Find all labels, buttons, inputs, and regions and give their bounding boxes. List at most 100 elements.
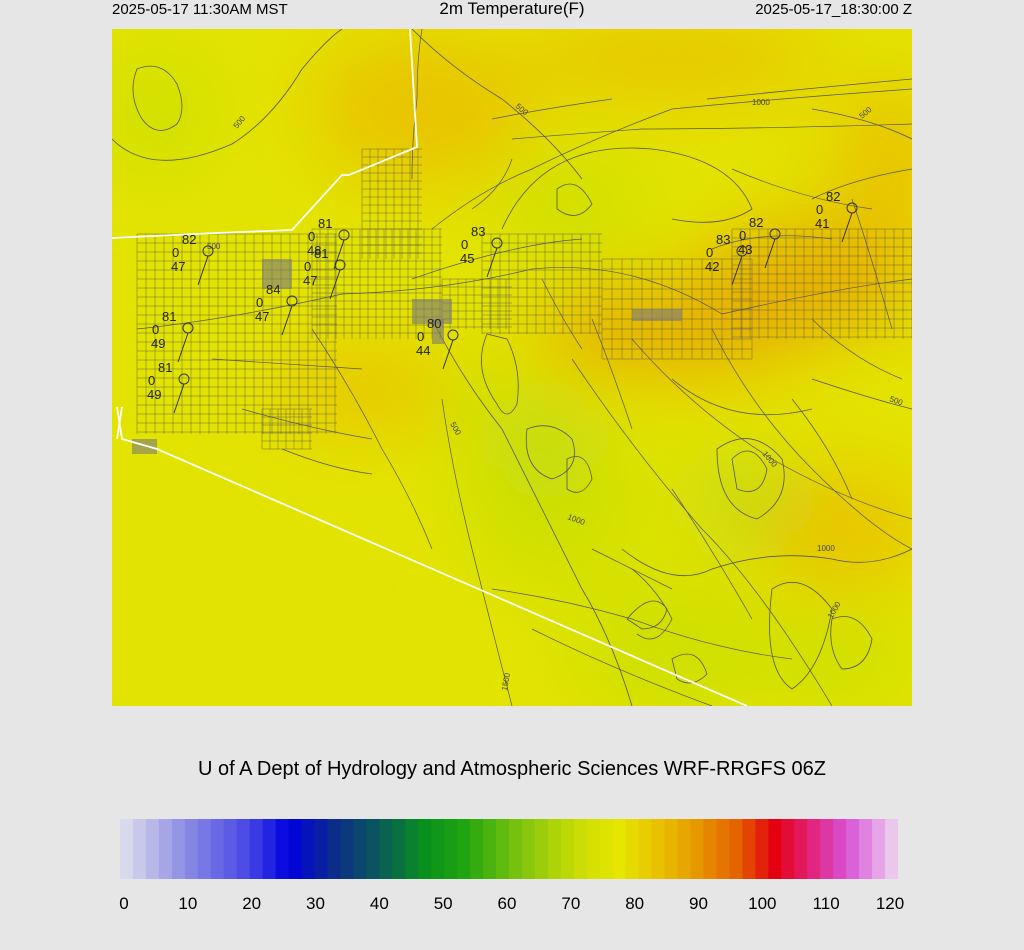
station-wind: 0 [308, 229, 315, 244]
station-temp: 81 [158, 360, 172, 375]
colorbar-cell [521, 819, 536, 879]
station-plots: 8204781048810478404781049810498004483045… [147, 189, 858, 414]
colorbar-cell [171, 819, 186, 879]
colorbar-cell [197, 819, 212, 879]
station-dewpoint: 49 [147, 387, 161, 402]
wind-barb [333, 239, 345, 270]
station-dewpoint: 48 [307, 243, 321, 258]
colorbar-cell [638, 819, 653, 879]
colorbar-cell [145, 819, 160, 879]
street-grid [136, 233, 337, 434]
colorbar-cell [120, 819, 134, 879]
colorbar-cell [496, 819, 510, 879]
elevation-contours [112, 29, 912, 706]
colorbar-cell [470, 819, 484, 879]
urban-area [132, 439, 157, 454]
colorbar-tick-label: 80 [625, 894, 645, 913]
colorbar-cell [599, 819, 614, 879]
colorbar-tick-label: 60 [497, 894, 517, 913]
colorbar-cell [275, 819, 290, 879]
colorbar-cell [859, 819, 873, 879]
colorbar-cell [314, 819, 329, 879]
street-grid [731, 228, 912, 339]
colorbar-cell [509, 819, 523, 879]
urban-area [432, 319, 444, 344]
elevation-label: 500 [207, 242, 221, 251]
map-title: 2m Temperature(F) [439, 0, 585, 18]
wind-barb [442, 339, 454, 370]
colorbar-cell [612, 819, 627, 879]
colorbar-cell [703, 819, 718, 879]
station-temp: 82 [749, 215, 763, 230]
colorbar-cell [132, 819, 147, 879]
utc-time: 2025-05-17_18:30:00 Z [755, 1, 912, 18]
colorbar-tick-label: 20 [242, 894, 262, 913]
station-temp: 80 [427, 316, 441, 331]
colorbar-cell [366, 819, 380, 879]
elevation-label: 1000 [752, 98, 770, 107]
urban-area [632, 309, 682, 321]
station-temp: 83 [716, 232, 730, 247]
elevation-label: 1000 [817, 544, 835, 553]
colorbar-cell [405, 819, 419, 879]
station-wind: 0 [461, 237, 468, 252]
wind-barb [841, 212, 853, 243]
colorbar-cell [846, 819, 860, 879]
colorbar-cell [781, 819, 795, 879]
station-dewpoint: 47 [255, 309, 269, 324]
station-dewpoint: 42 [705, 259, 719, 274]
colorbar-cell [249, 819, 264, 879]
colorbar-cell [729, 819, 743, 879]
temperature-colorbar [120, 819, 898, 879]
colorbar-cell [625, 819, 640, 879]
colorbar-tick-label: 40 [369, 894, 389, 913]
station-dewpoint: 43 [738, 242, 752, 257]
station-wind: 0 [148, 373, 155, 388]
wind-barb [329, 269, 341, 300]
station-wind: 0 [417, 329, 424, 344]
colorbar-cell [807, 819, 821, 879]
colorbar-cell [327, 819, 342, 879]
colorbar-cell [651, 819, 666, 879]
colorbar-tick-label: 10 [178, 894, 198, 913]
station-temp: 82 [826, 189, 840, 204]
wind-barb [281, 305, 293, 336]
station-temp: 82 [182, 232, 196, 247]
elevation-label: 500 [888, 394, 904, 407]
colorbar-tick-label: 110 [812, 894, 840, 913]
colorbar-cell [288, 819, 303, 879]
wind-barb [486, 247, 498, 278]
colorbar-cell [885, 819, 898, 879]
elevation-label: 1500 [500, 672, 512, 692]
colorbar-tick-label: 120 [875, 894, 905, 913]
colorbar-cell [755, 819, 769, 879]
colorbar-cell [534, 819, 549, 879]
colorbar-cell [768, 819, 782, 879]
wind-barb [173, 383, 185, 414]
state-borders [112, 29, 748, 706]
urban-area [262, 259, 292, 289]
station-dewpoint: 49 [151, 336, 165, 351]
colorbar-cell [820, 819, 834, 879]
colorbar-tick-label: 100 [748, 894, 777, 913]
colorbar-cell [418, 819, 432, 879]
colorbar-cell [353, 819, 367, 879]
colorbar-cell [483, 819, 497, 879]
station-wind: 0 [706, 245, 713, 260]
local-time: 2025-05-17 11:30AM MST [112, 1, 288, 18]
station-dewpoint: 47 [171, 259, 185, 274]
station-wind: 0 [304, 259, 311, 274]
colorbar-cell [236, 819, 251, 879]
station-temp: 84 [266, 282, 280, 297]
colorbar-cell [392, 819, 406, 879]
station-wind: 0 [739, 228, 746, 243]
